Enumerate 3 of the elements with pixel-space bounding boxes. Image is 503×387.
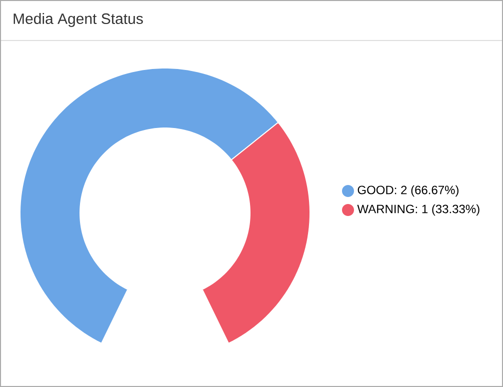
chart-title: Media Agent Status xyxy=(14,13,143,27)
legend-label: GOOD: 2 (66.67%) xyxy=(358,185,458,197)
legend-label: WARNING: 1 (33.33%) xyxy=(357,204,480,216)
